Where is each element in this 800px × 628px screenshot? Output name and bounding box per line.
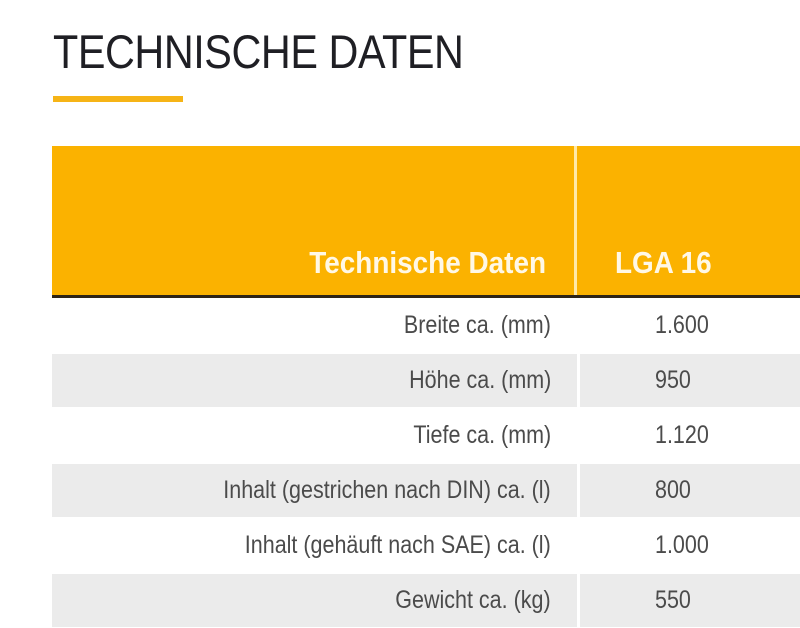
table-row: Gewicht ca. (kg) 550 (52, 573, 800, 628)
header-value-column: LGA 16 (577, 146, 800, 295)
table-row: Inhalt (gehäuft nach SAE) ca. (l) 1.000 (52, 518, 800, 573)
row-value: 1.120 (655, 421, 709, 449)
table-row: Breite ca. (mm) 1.600 (52, 298, 800, 353)
row-label: Höhe ca. (mm) (52, 354, 577, 407)
table-row: Höhe ca. (mm) 950 (52, 353, 800, 408)
table-row: Tiefe ca. (mm) 1.120 (52, 408, 800, 463)
row-label: Gewicht ca. (kg) (52, 574, 577, 627)
specs-table: Technische Daten LGA 16 Breite ca. (mm) … (52, 146, 800, 628)
row-value: 800 (580, 464, 800, 517)
row-value: 1.000 (655, 531, 709, 559)
row-label: Inhalt (gehäuft nach SAE) ca. (l) (245, 531, 551, 559)
title-underline (53, 96, 183, 102)
row-value: 950 (580, 354, 800, 407)
row-value: 550 (580, 574, 800, 627)
table-header: Technische Daten LGA 16 (52, 146, 800, 298)
table-row: Inhalt (gestrichen nach DIN) ca. (l) 800 (52, 463, 800, 518)
header-label-column: Technische Daten (52, 146, 577, 295)
row-label: Inhalt (gestrichen nach DIN) ca. (l) (52, 464, 577, 517)
header-label-text: Technische Daten (309, 245, 546, 280)
row-label: Breite ca. (mm) (404, 311, 551, 339)
header-model-text: LGA 16 (615, 245, 712, 280)
row-label: Tiefe ca. (mm) (413, 421, 551, 449)
row-value: 1.600 (655, 311, 709, 339)
page-title: TECHNISCHE DATEN (53, 25, 464, 78)
